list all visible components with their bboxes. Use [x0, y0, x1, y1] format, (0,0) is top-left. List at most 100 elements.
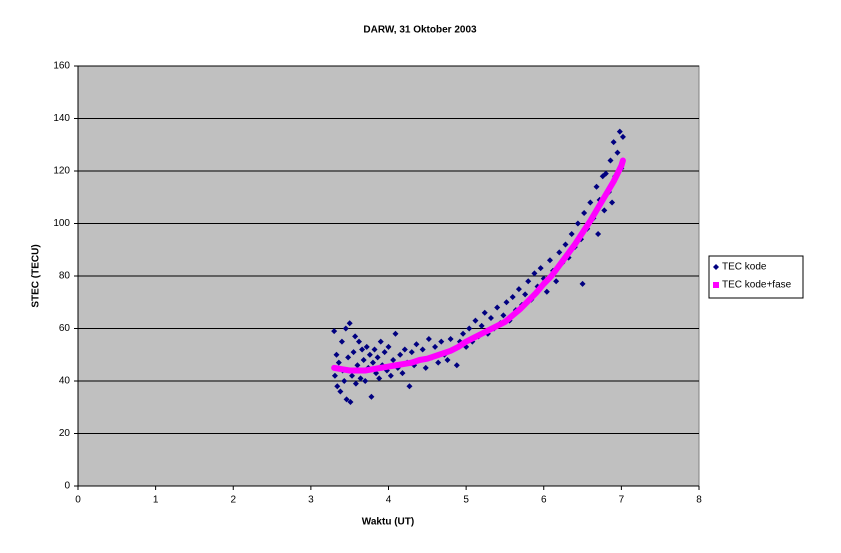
- scatter-point: [357, 375, 364, 382]
- scatter-point: [335, 359, 342, 366]
- scatter-point: [350, 349, 357, 356]
- scatter-point: [333, 351, 340, 358]
- scatter-point: [531, 270, 538, 277]
- scatter-point: [447, 336, 454, 342]
- scatter-point: [337, 388, 344, 395]
- scatter-point: [385, 343, 392, 350]
- scatter-point: [616, 128, 623, 135]
- scatter-point: [360, 357, 367, 363]
- scatter-point: [487, 315, 494, 321]
- legend-marker: [713, 282, 719, 288]
- scatter-point: [349, 372, 356, 379]
- scatter-point: [587, 199, 594, 206]
- scatter-point: [553, 278, 560, 285]
- scatter-point: [368, 393, 375, 400]
- scatter-point: [392, 330, 399, 337]
- scatter-point: [356, 338, 363, 345]
- y-tick-label: 40: [59, 376, 71, 387]
- series-line: [331, 157, 626, 374]
- scatter-point: [601, 207, 608, 214]
- scatter-point: [422, 364, 429, 371]
- scatter-point: [343, 396, 350, 403]
- x-tick-label: 4: [386, 495, 392, 506]
- scatter-point: [331, 328, 338, 335]
- scatter-point: [341, 378, 348, 384]
- scatter-point: [390, 357, 397, 363]
- legend: [708, 255, 804, 299]
- scatter-point: [444, 357, 451, 363]
- legend-label: TEC kode: [722, 262, 767, 273]
- scatter-point: [543, 288, 550, 295]
- scatter-point: [503, 299, 510, 306]
- scatter-point: [460, 330, 467, 337]
- scatter-point: [494, 304, 501, 311]
- scatter-point: [593, 183, 600, 190]
- y-tick-label: 120: [53, 166, 70, 177]
- y-tick-label: 140: [53, 113, 70, 124]
- y-tick-label: 160: [53, 61, 70, 72]
- scatter-point: [579, 280, 586, 287]
- scatter-point: [525, 278, 532, 285]
- scatter-point: [369, 359, 376, 366]
- scatter-point: [602, 170, 609, 177]
- scatter-point: [481, 309, 488, 316]
- y-tick-label: 0: [64, 481, 70, 492]
- scatter-point: [401, 346, 408, 353]
- scatter-point: [574, 220, 581, 227]
- scatter-point: [556, 249, 563, 256]
- scatter-point: [334, 383, 341, 390]
- x-tick-label: 5: [463, 495, 469, 506]
- scatter-point: [466, 325, 473, 332]
- scatter-point: [537, 265, 544, 272]
- scatter-point: [509, 294, 516, 300]
- scatter-point: [562, 241, 569, 248]
- scatter-point: [374, 354, 381, 361]
- scatter-point: [413, 341, 420, 348]
- scatter-point: [363, 343, 370, 350]
- scatter-point: [619, 133, 626, 140]
- scatter-point: [515, 286, 522, 293]
- scatter-point: [438, 338, 445, 345]
- scatter-point: [362, 378, 369, 384]
- x-axis-label: Waktu (UT): [362, 517, 414, 528]
- scatter-point: [376, 375, 383, 382]
- y-tick-label: 20: [59, 428, 71, 439]
- x-tick-label: 8: [696, 495, 702, 506]
- x-tick-label: 3: [308, 495, 314, 506]
- scatter-point: [345, 354, 352, 361]
- scatter-point: [610, 139, 617, 146]
- scatter-point: [478, 322, 485, 329]
- scatter-point: [419, 346, 426, 353]
- legend-label: TEC kode+fase: [722, 280, 792, 291]
- scatter-point: [377, 338, 384, 345]
- scatter-point: [432, 343, 439, 350]
- scatter-point: [342, 325, 349, 332]
- x-tick-label: 1: [153, 495, 159, 506]
- scatter-point: [331, 372, 338, 379]
- scatter-point: [546, 257, 553, 264]
- y-tick-label: 60: [59, 323, 71, 334]
- scatter-point: [568, 231, 575, 237]
- scatter-point: [352, 380, 359, 387]
- chart-title: DARW, 31 Oktober 2003: [363, 25, 477, 36]
- scatter-point: [338, 338, 345, 345]
- x-tick-label: 6: [541, 495, 547, 506]
- y-axis-label: STEC (TECU): [31, 244, 42, 307]
- scatter-point: [581, 210, 588, 216]
- y-tick-label: 100: [53, 218, 70, 229]
- scatter-point: [381, 349, 388, 356]
- scatter-point: [500, 312, 507, 319]
- scatter-point: [595, 231, 602, 237]
- scatter-point: [347, 399, 354, 405]
- scatter-point: [352, 333, 359, 340]
- scatter-point: [435, 359, 442, 366]
- legend-marker: [713, 264, 719, 270]
- scatter-point: [408, 349, 415, 356]
- scatter-point: [472, 317, 479, 324]
- x-tick-label: 2: [230, 495, 236, 506]
- scatter-point: [614, 149, 621, 156]
- scatter-point: [354, 362, 361, 369]
- scatter-point: [359, 346, 366, 353]
- scatter-point: [522, 291, 529, 298]
